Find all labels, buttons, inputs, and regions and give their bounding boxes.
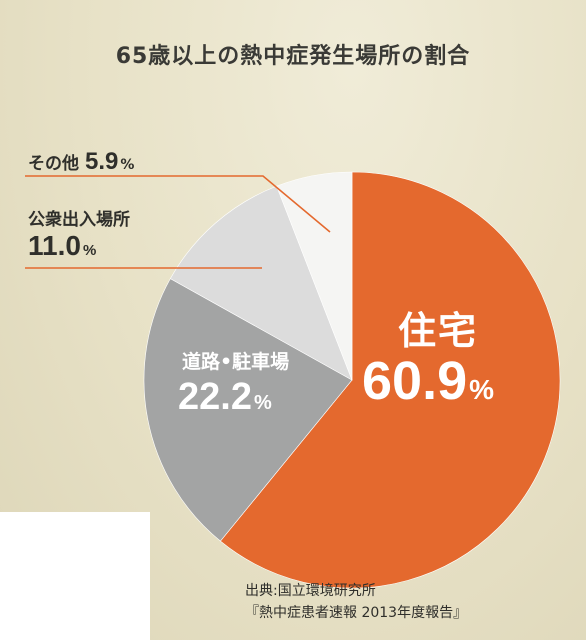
slice-value-other-number: 5.9 [85,148,119,175]
slice-label-other: その他 5.9% [28,148,134,176]
source-line-2: 『熱中症患者速報 2013年度報告』 [245,605,468,621]
leader-line-other [25,175,331,233]
slice-value-public-number: 11.0 [28,230,81,261]
source-line-1: 出典:国立環境研究所 [245,583,376,599]
slice-value-road: 22.2% [178,376,272,419]
chart-title: 65歳以上の熱中症発生場所の割合 [115,44,471,69]
percent-sign: % [120,157,135,173]
percent-sign: % [82,242,97,259]
pie-slice-home [220,171,561,589]
pie-slice-public [169,185,353,381]
percent-sign: % [469,374,495,405]
pie-slice-road [143,278,353,542]
pie-slice-other [276,171,353,381]
source-note: 出典:国立環境研究所 『熱中症患者速報 2013年度報告』 [245,580,467,624]
blank-corner [0,512,150,640]
slice-label-public: 公衆出入場所 [28,210,130,230]
slice-value-home-number: 60.9 [362,351,468,411]
slice-value-road-number: 22.2 [178,376,252,418]
slice-value-home: 60.9% [362,350,494,412]
percent-sign: % [253,392,272,414]
slice-value-public: 11.0% [28,230,96,262]
slice-label-road: 道路•駐車場 [182,351,290,373]
slice-label-other-name: その他 [28,154,79,174]
slice-label-home: 住宅 [398,309,479,353]
